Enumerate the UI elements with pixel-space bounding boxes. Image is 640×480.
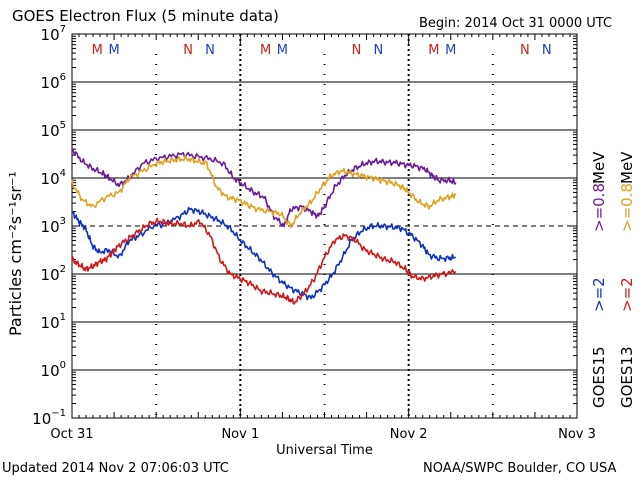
satellite-marker: M bbox=[260, 43, 271, 58]
series-line bbox=[71, 148, 457, 228]
begin-timestamp: Begin: 2014 Oct 31 0000 UTC bbox=[419, 16, 613, 31]
x-axis-label: Universal Time bbox=[276, 443, 373, 458]
y-tick-label: 104 bbox=[41, 168, 66, 188]
y-tick-label: 10−1 bbox=[32, 408, 66, 428]
satellite-marker: M bbox=[92, 43, 103, 58]
legend-entry: >=0.8 bbox=[618, 183, 636, 232]
y-tick-label: 103 bbox=[41, 216, 66, 236]
y-tick-label: 106 bbox=[41, 72, 66, 92]
legend-entry: MeV bbox=[590, 151, 608, 184]
credit-text: NOAA/SWPC Boulder, CO USA bbox=[423, 461, 617, 476]
satellite-marker: N bbox=[352, 43, 362, 58]
y-tick-label: 100 bbox=[41, 360, 66, 380]
y-tick-label: 107 bbox=[41, 24, 66, 44]
legend-entry: GOES15 bbox=[590, 346, 608, 408]
legend-entry: >=2 bbox=[590, 277, 608, 312]
y-tick-label: 105 bbox=[41, 120, 66, 140]
legend-entry: >=2 bbox=[618, 277, 636, 312]
updated-timestamp: Updated 2014 Nov 2 07:06:03 UTC bbox=[2, 461, 229, 476]
satellite-marker: N bbox=[183, 43, 193, 58]
page-title: GOES Electron Flux (5 minute data) bbox=[12, 7, 279, 25]
series-line bbox=[71, 217, 457, 305]
satellite-marker: M bbox=[108, 43, 119, 58]
y-tick-label: 102 bbox=[41, 264, 66, 284]
satellite-marker: N bbox=[205, 43, 215, 58]
x-tick-label: Nov 2 bbox=[390, 427, 428, 442]
legend-entry: GOES13 bbox=[618, 346, 636, 408]
satellite-marker: N bbox=[542, 43, 552, 58]
x-tick-label: Nov 1 bbox=[221, 427, 259, 442]
x-tick-label: Nov 3 bbox=[558, 427, 596, 442]
satellite-marker: N bbox=[520, 43, 530, 58]
satellite-marker: M bbox=[277, 43, 288, 58]
x-tick-label: Oct 31 bbox=[50, 427, 93, 442]
legend-entry: >=0.8 bbox=[590, 183, 608, 232]
series-line bbox=[71, 206, 457, 301]
series-line bbox=[71, 154, 457, 229]
satellite-marker: N bbox=[373, 43, 383, 58]
satellite-marker: M bbox=[445, 43, 456, 58]
y-tick-label: 101 bbox=[41, 312, 66, 332]
legend-entry: MeV bbox=[618, 151, 636, 184]
satellite-marker: M bbox=[428, 43, 439, 58]
